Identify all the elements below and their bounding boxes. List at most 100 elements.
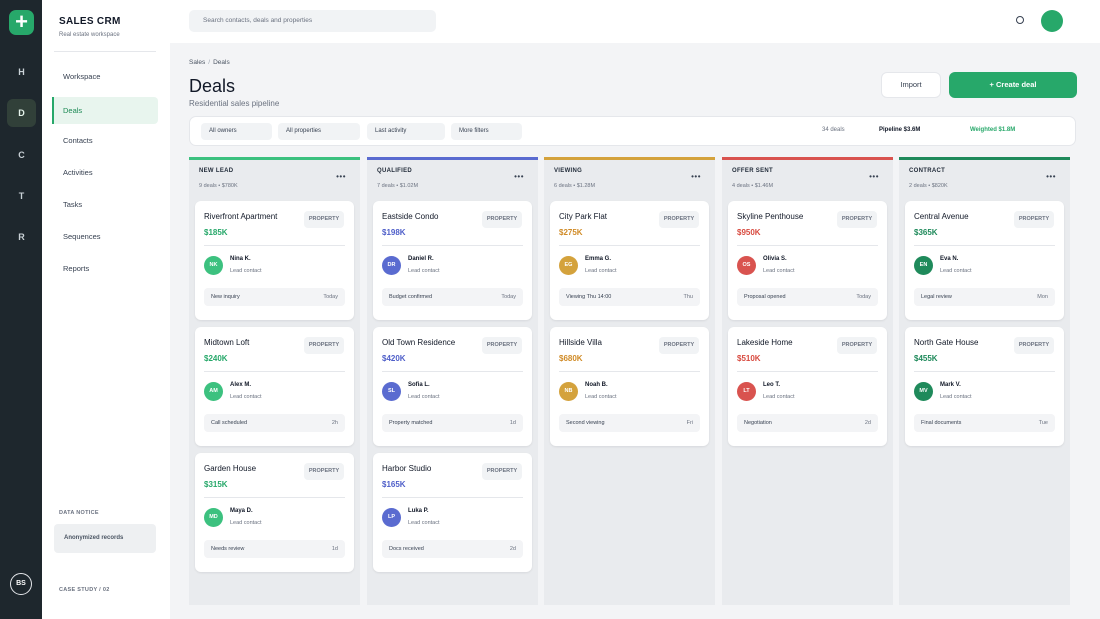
create-deal-button[interactable]: + Create deal [949,72,1077,98]
filter-properties[interactable]: All properties [278,123,360,140]
deal-card[interactable]: City Park Flat $275K PROPERTY EG Emma G. Lead… [550,201,709,320]
activity-status: Second viewing [566,420,605,426]
deals-count: 34 deals [822,127,845,133]
property-tag: PROPERTY [304,337,344,354]
top-bar: Search contacts, deals and properties [170,0,1100,43]
contact-avatar: NB [559,382,578,401]
deal-card[interactable]: Midtown Loft $240K PROPERTY AM Alex M. Lead c… [195,327,354,446]
deal-card[interactable]: Lakeside Home $510K PROPERTY LT Leo T. Lead c… [728,327,887,446]
import-button[interactable]: Import [881,72,941,98]
pipeline-column: OFFER SENT 4 deals • $1.46M ••• Skyline Pen… [722,157,893,605]
deal-card[interactable]: Eastside Condo $198K PROPERTY DR Daniel R. Le… [373,201,532,320]
card-divider [382,245,523,246]
filter-more[interactable]: More filters [451,123,522,140]
deal-name: Garden House [204,464,257,473]
contact-avatar: DR [382,256,401,275]
profile-avatar[interactable] [1041,10,1063,32]
deal-card[interactable]: Hillside Villa $680K PROPERTY NB Noah B. Lead… [550,327,709,446]
contact-role: Lead contact [763,268,795,274]
contact-name: Emma G. [585,256,612,262]
activity-time: Fri [686,420,693,426]
nav-item-sequences[interactable]: Sequences [63,232,101,241]
filter-last-activity[interactable]: Last activity [367,123,445,140]
rail-item-tasks[interactable]: T [18,191,25,201]
column-menu-icon[interactable]: ••• [514,172,524,181]
column-title: CONTRACT [909,168,946,174]
deal-card[interactable]: Skyline Penthouse $950K PROPERTY OS Olivia S… [728,201,887,320]
deal-name: Lakeside Home [737,338,793,347]
deal-card[interactable]: North Gate House $455K PROPERTY MV Mark V. Le… [905,327,1064,446]
contact-name: Daniel R. [408,256,434,262]
breadcrumb-item[interactable]: Sales [189,59,206,66]
deal-price: $455K [914,354,938,363]
property-tag: PROPERTY [1014,211,1054,228]
nav-item-contacts[interactable]: Contacts [63,136,93,145]
deal-card[interactable]: Garden House $315K PROPERTY MD Maya D. Lead c… [195,453,354,572]
rail-item-reports[interactable]: R [18,232,25,242]
deal-card[interactable]: Central Avenue $365K PROPERTY EN Eva N. Lead … [905,201,1064,320]
column-color-bar [899,157,1070,160]
activity-status: Call scheduled [211,420,248,426]
app-brand: SALES CRM [59,16,121,27]
user-avatar[interactable]: BS [10,573,32,595]
nav-item-tasks[interactable]: Tasks [63,200,83,209]
contact-avatar: EG [559,256,578,275]
card-divider [382,497,523,498]
deal-price: $510K [737,354,761,363]
nav-item-workspace[interactable]: Workspace [63,72,101,81]
contact-name: Olivia S. [763,256,787,262]
deal-card[interactable]: Riverfront Apartment $185K PROPERTY NK Nina … [195,201,354,320]
deal-activity: Negotiation 2d [737,414,878,432]
deal-card[interactable]: Harbor Studio $165K PROPERTY LP Luka P. Lead … [373,453,532,572]
column-menu-icon[interactable]: ••• [691,172,701,181]
column-menu-icon[interactable]: ••• [1046,172,1056,181]
activity-status: Negotiation [744,420,772,426]
search-input[interactable]: Search contacts, deals and properties [189,10,436,32]
rail-item-home[interactable]: H [18,67,25,77]
column-menu-icon[interactable]: ••• [336,172,346,181]
deal-activity: New inquiry Today [204,288,345,306]
deal-price: $315K [204,480,228,489]
filter-owners[interactable]: All owners [201,123,272,140]
nav-item-activities[interactable]: Activities [63,168,93,177]
deal-price: $165K [382,480,406,489]
deal-card[interactable]: Old Town Residence $420K PROPERTY SL Sofia L… [373,327,532,446]
rail-item-deals[interactable]: D [7,99,36,127]
app-rail: + H D C T R BS [0,0,42,619]
deal-activity: Property matched 1d [382,414,523,432]
contact-role: Lead contact [940,268,972,274]
contact-avatar: NK [204,256,223,275]
case-study-label: CASE STUDY / 02 [59,587,110,593]
property-tag: PROPERTY [304,211,344,228]
column-summary: 7 deals • $1.02M [377,183,419,189]
activity-time: Thu [683,294,693,300]
deal-price: $950K [737,228,761,237]
activity-time: Tue [1038,420,1048,426]
add-button[interactable]: + [9,10,34,35]
contact-name: Nina K. [230,256,251,262]
column-title: VIEWING [554,168,583,174]
column-title: QUALIFIED [377,168,413,174]
deal-activity: Docs received 2d [382,540,523,558]
deal-activity: Legal review Mon [914,288,1055,306]
deal-name: City Park Flat [559,212,608,221]
deal-activity: Second viewing Fri [559,414,700,432]
filter-bar: All owners All properties Last activity … [189,116,1076,146]
nav-item-reports[interactable]: Reports [63,264,90,273]
column-summary: 2 deals • $820K [909,183,948,189]
activity-status: Final documents [921,420,962,426]
contact-avatar: AM [204,382,223,401]
deal-name: Skyline Penthouse [737,212,804,221]
column-color-bar [367,157,538,160]
status-ring-icon[interactable] [1016,16,1024,24]
deal-price: $365K [914,228,938,237]
card-divider [204,245,345,246]
contact-role: Lead contact [230,520,262,526]
rail-item-contacts[interactable]: C [18,150,25,160]
column-menu-icon[interactable]: ••• [869,172,879,181]
card-divider [914,371,1055,372]
activity-status: Needs review [211,546,245,552]
deal-name: Harbor Studio [382,464,432,473]
nav-item-deals[interactable]: Deals [52,97,158,124]
contact-avatar: MD [204,508,223,527]
